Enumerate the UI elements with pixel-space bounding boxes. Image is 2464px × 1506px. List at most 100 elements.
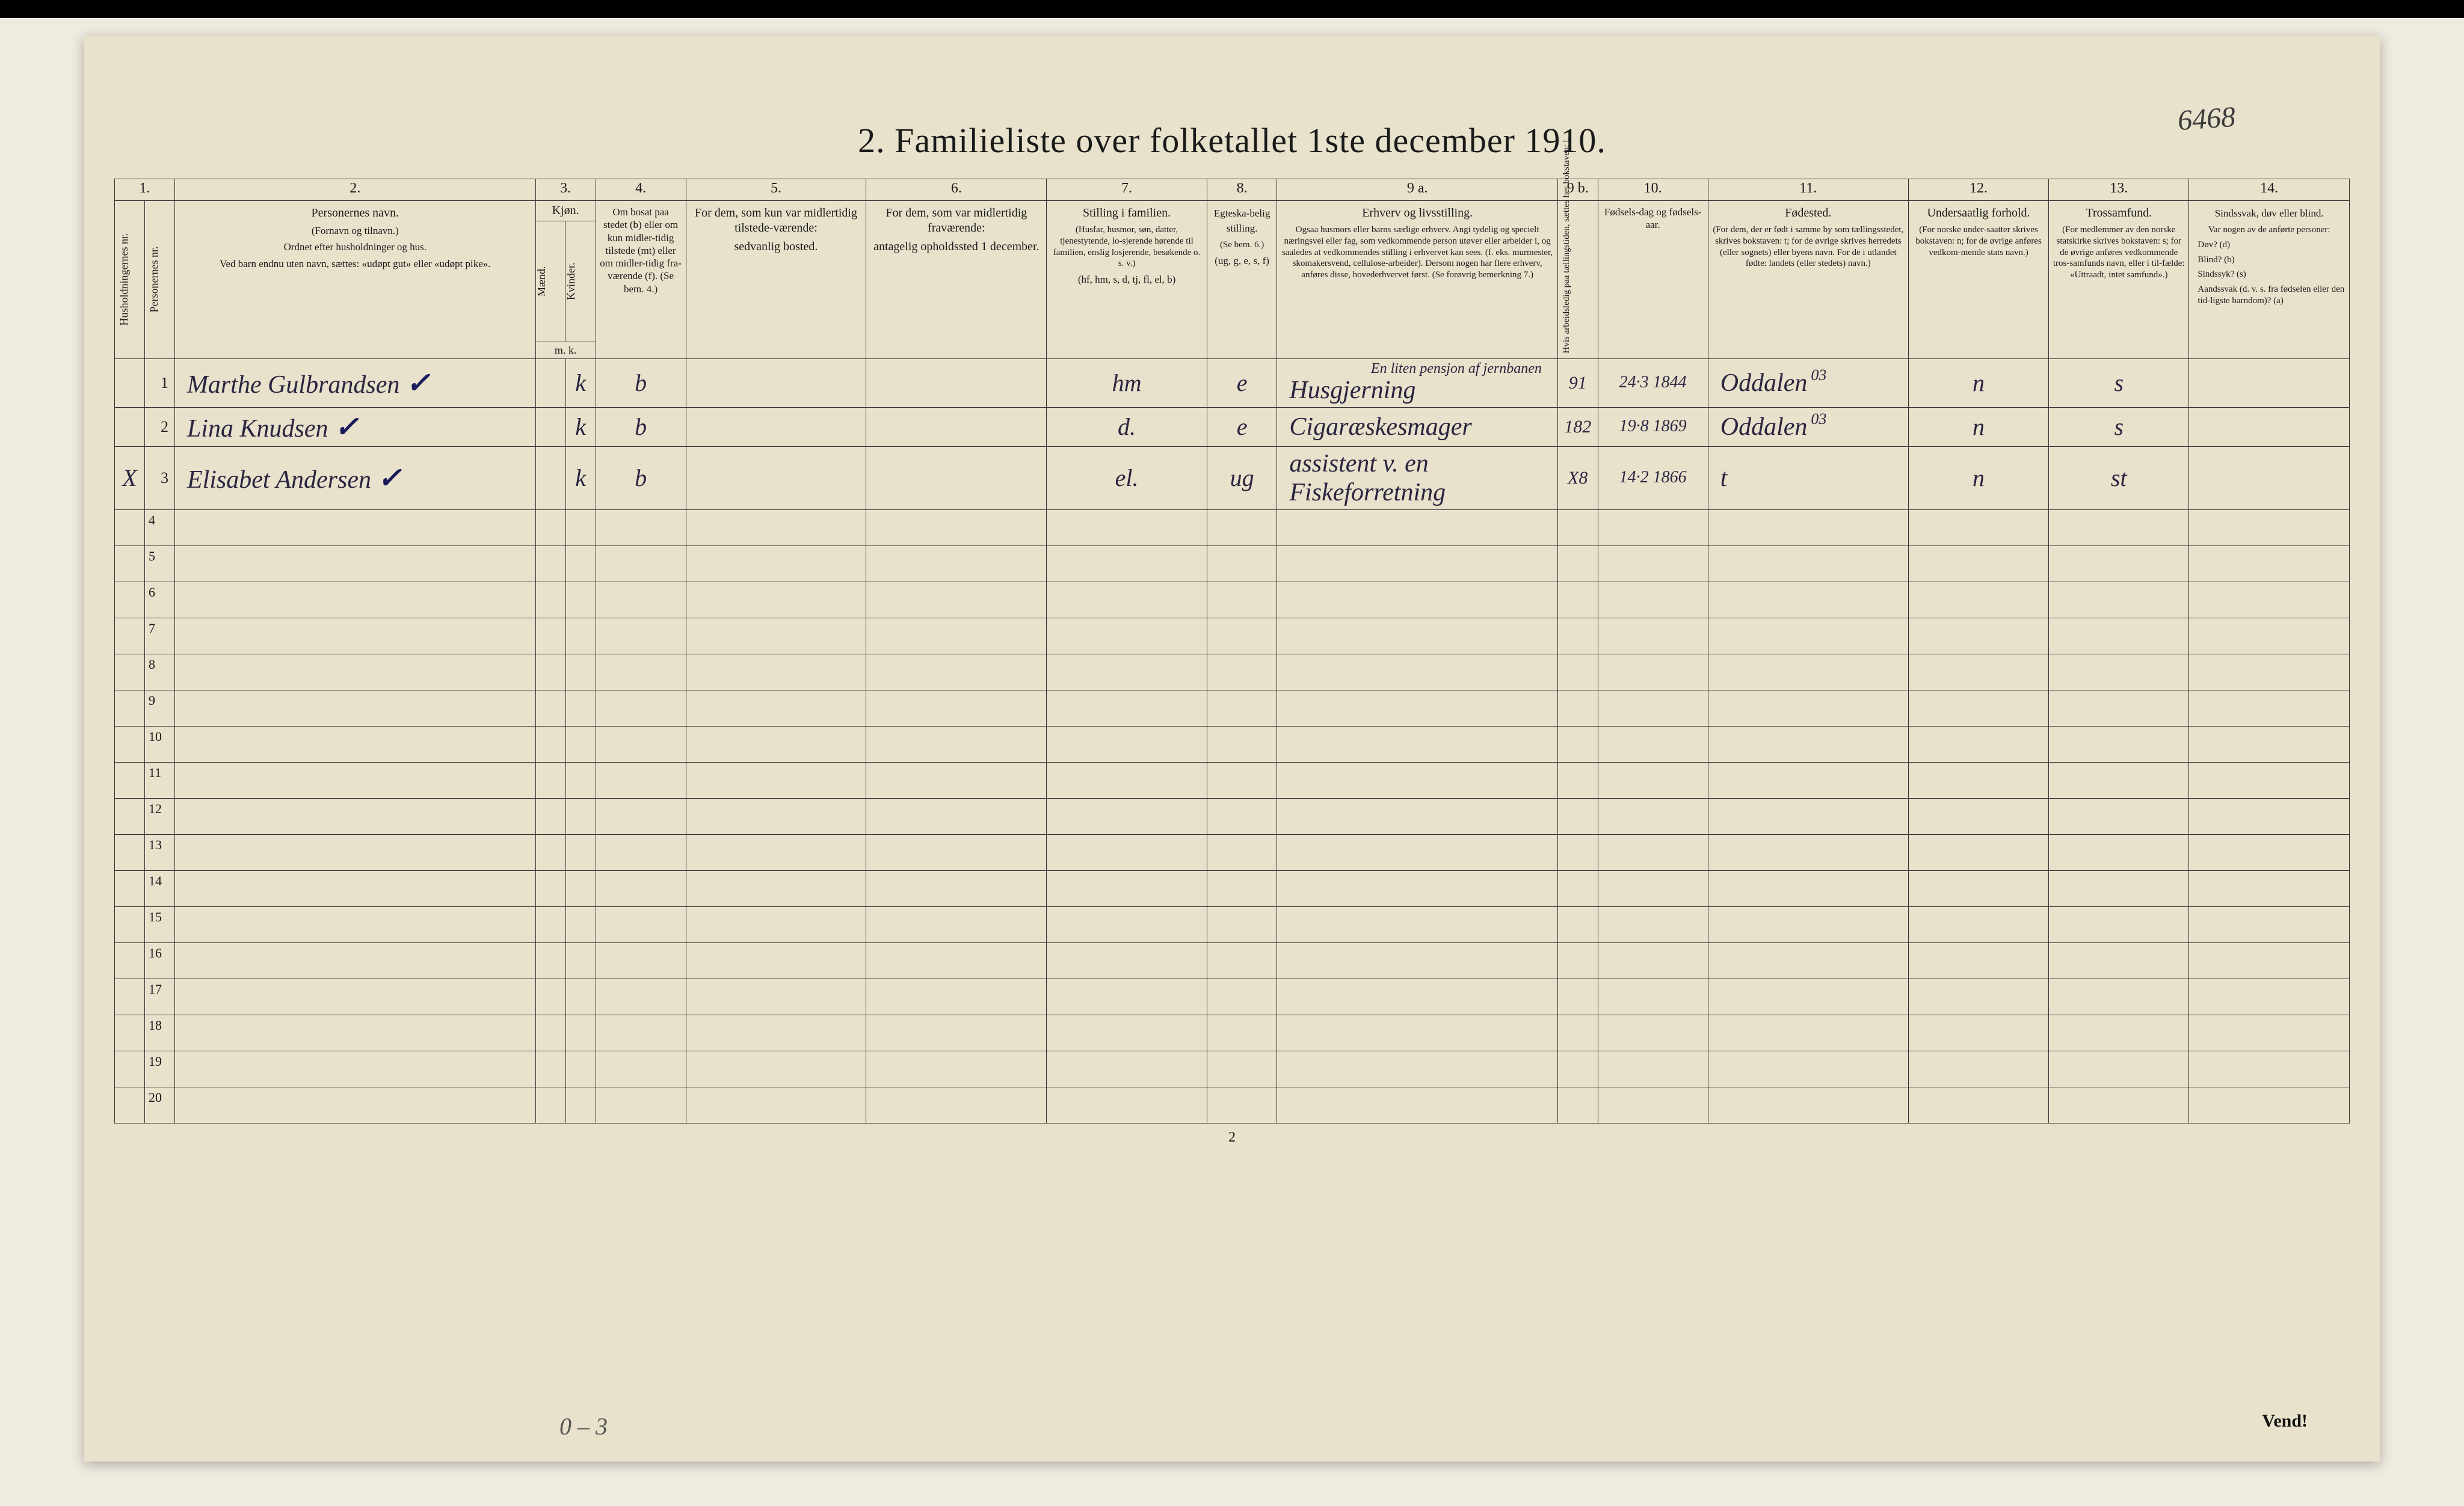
cell-empty: [596, 870, 686, 906]
cell-rownum: 1: [144, 358, 174, 407]
cell-residence: b: [596, 407, 686, 446]
cell-empty: [2049, 726, 2189, 762]
cell-empty: [174, 690, 535, 726]
hdr-temp-absent-sub: antagelig opholdssted 1 december.: [870, 239, 1043, 254]
cell-pre: [115, 407, 145, 446]
cell-empty: [1277, 1087, 1557, 1123]
cell-empty: [535, 582, 565, 618]
cell-sex-m: [535, 358, 565, 407]
cell-empty: [565, 582, 596, 618]
cell-empty: [596, 798, 686, 834]
cell-empty: [1708, 942, 1908, 979]
cell-sex-m: [535, 407, 565, 446]
cell-empty: [1908, 906, 2048, 942]
hdr-name-sub3: Ved barn endnu uten navn, sættes: «udøpt…: [179, 257, 532, 270]
cell-empty: [1708, 654, 1908, 690]
cell-empty: [115, 509, 145, 546]
cell-empty: [866, 870, 1047, 906]
cell-empty: [1708, 798, 1908, 834]
cell-empty: [2049, 618, 2189, 654]
cell-empty: [1207, 979, 1277, 1015]
cell-empty: [565, 690, 596, 726]
cell-family-pos: d.: [1047, 407, 1207, 446]
cell-empty: [1908, 979, 2048, 1015]
cell-name: Marthe Gulbrandsen ✓: [174, 358, 535, 407]
colnum-5: 5.: [686, 179, 866, 201]
cell-empty: [115, 1051, 145, 1087]
cell-marital: e: [1207, 358, 1277, 407]
hdr-nationality-sub: (For norske under-saatter skrives boksta…: [1912, 224, 2045, 258]
cell-nationality: n: [1908, 407, 2048, 446]
bottom-handwritten: 0 – 3: [559, 1412, 608, 1440]
cell-empty: [2049, 1015, 2189, 1051]
hdr-temp-present-sub: sedvanlig bosted.: [690, 239, 863, 254]
table-row: 19: [115, 1051, 2350, 1087]
cell-empty: [535, 654, 565, 690]
cell-rownum: 6: [144, 582, 174, 618]
cell-empty: [1598, 762, 1708, 798]
hdr-household-no: Husholdningernes nr.: [115, 201, 145, 359]
table-row: 1Marthe Gulbrandsen ✓kbhmeEn liten pensj…: [115, 358, 2350, 407]
cell-empty: [115, 690, 145, 726]
table-row: 11: [115, 762, 2350, 798]
cell-empty: [2189, 1051, 2350, 1087]
hdr-family-pos-sub1: (Husfar, husmor, søn, datter, tjenestyte…: [1050, 224, 1203, 269]
cell-empty: [174, 798, 535, 834]
cell-empty: [1557, 762, 1598, 798]
cell-empty: [1908, 870, 2048, 906]
hdr-sex: Kjøn. Mænd. Kvinder. m. k.: [535, 201, 596, 359]
cell-empty: [686, 979, 866, 1015]
table-body: 1Marthe Gulbrandsen ✓kbhmeEn liten pensj…: [115, 358, 2350, 1123]
cell-9b: 91: [1557, 358, 1598, 407]
cell-disability: [2189, 358, 2350, 407]
cell-empty: [1557, 690, 1598, 726]
hdr-sex-m: Mænd.: [536, 221, 565, 342]
cell-empty: [1207, 509, 1277, 546]
cell-empty: [1908, 618, 2048, 654]
cell-empty: [565, 906, 596, 942]
cell-empty: [1708, 1051, 1908, 1087]
cell-rownum: 17: [144, 979, 174, 1015]
cell-empty: [174, 618, 535, 654]
cell-empty: [1047, 979, 1207, 1015]
cell-empty: [565, 762, 596, 798]
cell-empty: [1598, 979, 1708, 1015]
cell-empty: [866, 546, 1047, 582]
cell-empty: [115, 834, 145, 870]
colnum-12: 12.: [1908, 179, 2048, 201]
cell-empty: [1557, 546, 1598, 582]
hdr-religion-title: Trossamfund.: [2086, 206, 2152, 220]
table-row: 2Lina Knudsen ✓kbd.eCigaræskesmager18219…: [115, 407, 2350, 446]
cell-empty: [174, 1015, 535, 1051]
cell-empty: [866, 618, 1047, 654]
cell-empty: [174, 546, 535, 582]
cell-empty: [1708, 582, 1908, 618]
cell-empty: [1908, 1051, 2048, 1087]
cell-empty: [2049, 906, 2189, 942]
cell-empty: [1047, 1015, 1207, 1051]
cell-empty: [686, 654, 866, 690]
cell-empty: [115, 546, 145, 582]
table-row: 10: [115, 726, 2350, 762]
cell-empty: [2189, 834, 2350, 870]
cell-rownum: 16: [144, 942, 174, 979]
cell-empty: [1708, 762, 1908, 798]
cell-empty: [2189, 690, 2350, 726]
page-title: 2. Familieliste over folketallet 1ste de…: [114, 120, 2350, 161]
cell-empty: [1708, 1087, 1908, 1123]
cell-empty: [866, 726, 1047, 762]
cell-empty: [174, 834, 535, 870]
cell-empty: [174, 1051, 535, 1087]
cell-empty: [535, 618, 565, 654]
hdr-name: Personernes navn. (Fornavn og tilnavn.) …: [174, 201, 535, 359]
cell-empty: [565, 726, 596, 762]
hdr-sex-title: Kjøn.: [536, 201, 596, 221]
cell-empty: [2189, 654, 2350, 690]
cell-empty: [596, 979, 686, 1015]
cell-empty: [866, 906, 1047, 942]
cell-empty: [866, 690, 1047, 726]
cell-empty: [565, 979, 596, 1015]
cell-empty: [1598, 690, 1708, 726]
hdr-person-no: Personernes nr.: [144, 201, 174, 359]
cell-empty: [1047, 870, 1207, 906]
